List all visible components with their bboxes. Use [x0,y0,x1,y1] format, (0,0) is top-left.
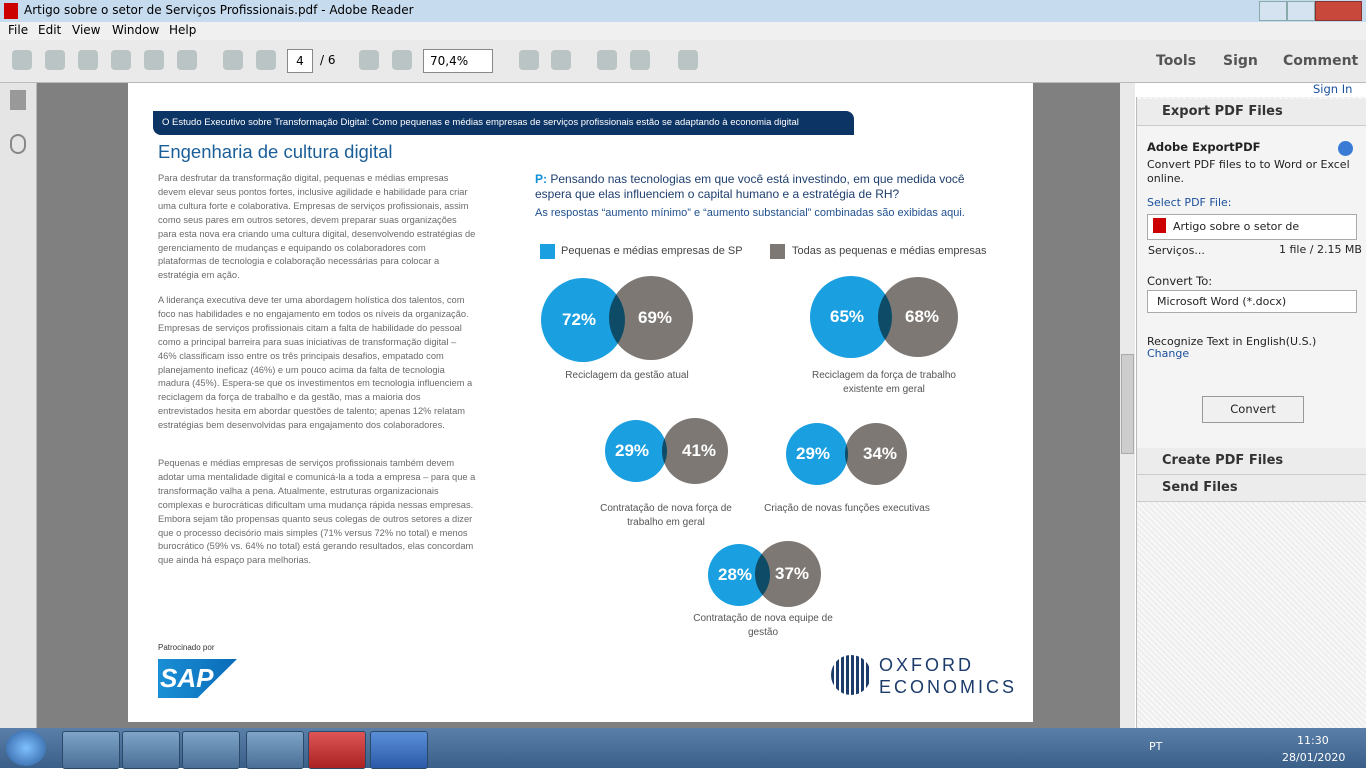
panel-header[interactable]: Send Files [1137,475,1366,502]
nav-pane [0,83,37,728]
toolbar-button[interactable] [256,50,276,70]
panel-header[interactable]: Export PDF Files [1137,99,1366,126]
file-box[interactable]: Artigo sobre o setor de Serviços... [1147,214,1357,257]
description: Convert PDF files to to Word or Excel on… [1147,158,1350,185]
start-button[interactable] [6,730,46,766]
toolbar-button[interactable] [144,50,164,70]
item-label: Contratação de nova equipe de gestão [693,613,833,638]
bubble-all: 41% [662,418,728,484]
taskbar-app[interactable] [246,731,304,769]
toolbar-button[interactable] [519,50,539,70]
tab[interactable]: Comment [1283,53,1359,69]
window-title: Artigo sobre o setor de Serviços Profiss… [24,3,414,17]
item-label: Reciclagem da gestão atual [565,370,689,381]
question: Pensando nas tecnologias em que você est… [535,172,965,201]
toolbar-button[interactable] [177,50,197,70]
taskbar-app[interactable] [370,731,428,769]
format-select[interactable]: Microsoft Word (*.docx) [1147,290,1357,313]
bubble-sp: 29% [786,423,848,485]
toolbar-button[interactable] [630,50,650,70]
pages-icon[interactable] [10,90,26,110]
bubble-all: 69% [609,276,693,360]
banner: O Estudo Executivo sobre Transformação D… [153,111,854,135]
help-icon[interactable] [1338,141,1353,156]
maximize[interactable] [1287,1,1315,21]
bubble-all: 37% [755,541,821,607]
file-size: 1 file / 2.15 MB [1279,243,1362,256]
toolbar-button[interactable] [111,50,131,70]
toolbar-button[interactable] [597,50,617,70]
heading: Engenharia de cultura digital [158,141,393,162]
app-icon [4,3,18,19]
convert-to: Convert To: [1147,274,1213,288]
oxford-globe [831,655,871,695]
bubble-all: 34% [845,423,907,485]
paragraph: Pequenas e médias empresas de serviços p… [158,458,476,566]
taskbar-app[interactable] [62,731,120,769]
pdf-page [128,83,1033,722]
zoom-box[interactable]: 70,4% [423,49,493,73]
toolbar-button[interactable] [78,50,98,70]
toolbar-button[interactable] [551,50,571,70]
legend-swatch [770,244,785,259]
note: As respostas “aumento mínimo” e “aumento… [535,207,965,219]
taskbar-app[interactable] [182,731,240,769]
menu-item[interactable]: Help [169,23,197,37]
taskbar-app[interactable] [308,731,366,769]
service: Adobe ExportPDF [1147,140,1261,154]
menu-bar [0,22,1366,40]
attach-icon[interactable] [10,134,26,154]
panel-body [1137,126,1366,448]
paragraph: Para desfrutar da transformação digital,… [158,173,476,281]
menu-item[interactable]: Window [112,23,160,37]
convert-button[interactable]: Convert [1202,396,1304,423]
page-count: / 6 [320,53,336,67]
language[interactable]: PT [1149,740,1163,753]
sponsor: Patrocinado por [158,643,215,652]
clock-date: 28/01/2020 [1282,751,1346,764]
close[interactable] [1315,1,1362,21]
clock-time: 11:30 [1297,734,1329,747]
page-input[interactable]: 4 [287,49,313,73]
panel-header[interactable]: Create PDF Files [1137,448,1366,475]
taskbar-app[interactable] [122,731,180,769]
tab[interactable]: Sign [1223,53,1258,69]
toolbar-button[interactable] [223,50,243,70]
legend-swatch [540,244,555,259]
bubble-all: 68% [878,277,958,357]
question-label: P: [535,172,547,186]
toolbar-button[interactable] [392,50,412,70]
minimize[interactable] [1259,1,1287,21]
title-bar [0,0,1366,22]
sign-in[interactable]: Sign In [1313,82,1353,96]
legend-label: Pequenas e médias empresas de SP [561,245,743,257]
recognize: Recognize Text in English(U.S.) [1147,335,1317,348]
toolbar-button[interactable] [12,50,32,70]
change-link[interactable]: Change [1147,347,1190,360]
oxford-text: ECONOMICS [879,677,1018,697]
menu-item[interactable]: Edit [38,23,62,37]
item-label: Criação de novas funções executivas [764,503,930,514]
toolbar-button[interactable] [678,50,698,70]
toolbar-button[interactable] [45,50,65,70]
item-label: Contratação de nova força de trabalho em… [600,503,732,528]
paragraph: A liderança executiva deve ter uma abord… [158,295,473,431]
tab[interactable]: Tools [1156,53,1197,69]
oxford-text: OXFORD [879,655,975,675]
menu-item[interactable]: File [8,23,29,37]
toolbar-button[interactable] [359,50,379,70]
select-label: Select PDF File: [1147,196,1232,209]
scroll-thumb[interactable] [1121,354,1134,454]
legend-label: Todas as pequenas e médias empresas [792,245,987,257]
pdf-icon [1153,218,1166,233]
menu-item[interactable]: View [72,23,101,37]
item-label: Reciclagem da força de trabalho existent… [812,370,956,395]
bubble-sp: 29% [605,420,667,482]
